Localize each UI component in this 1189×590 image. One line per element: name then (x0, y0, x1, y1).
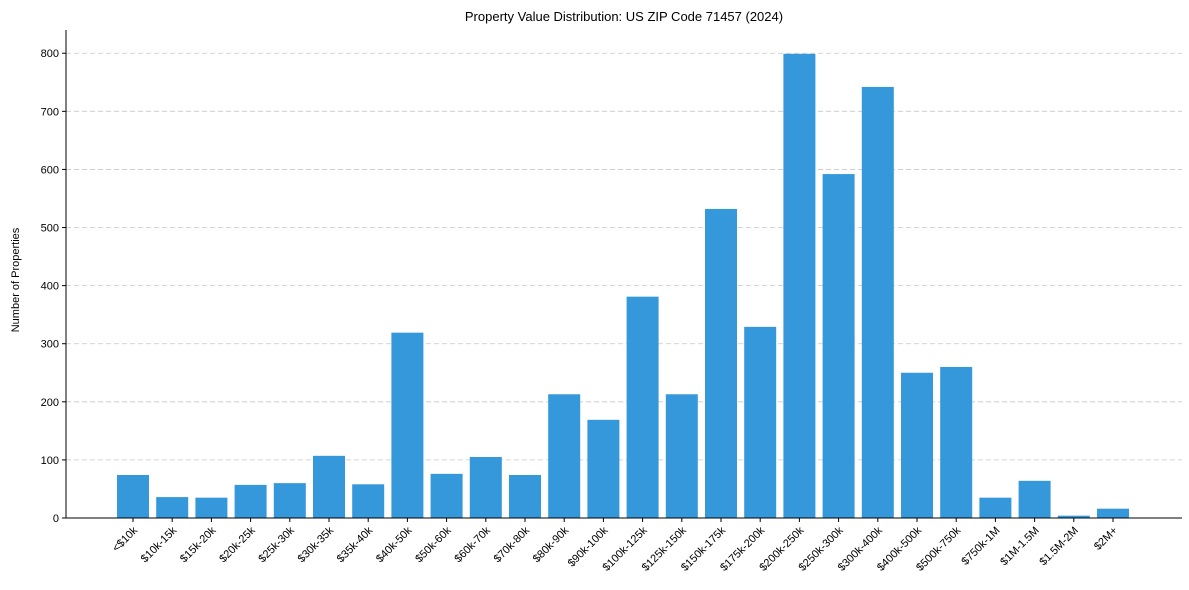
x-tick-label: $15k-20k (178, 524, 219, 565)
x-tick-label: $1.5M-2M (1037, 525, 1081, 569)
bar (783, 53, 816, 519)
y-tick-label: 700 (41, 106, 59, 118)
bar (705, 208, 737, 518)
bar (430, 473, 463, 518)
bar (940, 366, 973, 518)
bars (117, 53, 1129, 519)
y-axis-ticks: 0 100 200 300 400 500 600 700 800 (41, 48, 66, 525)
y-tick-label: 300 (41, 339, 59, 351)
x-tick-label: $40k-50k (374, 524, 415, 565)
x-axis-ticks: <$10k$10k-15k$15k-20k$20k-25k$25k-30k$30… (110, 518, 1120, 574)
bar (979, 497, 1012, 518)
x-tick-label: $35k-40k (335, 524, 376, 565)
x-tick-label: $25k-30k (256, 524, 297, 565)
y-tick-label: 200 (41, 397, 59, 409)
bar (391, 332, 424, 518)
bar (469, 457, 502, 518)
bar (548, 394, 581, 518)
bar (1018, 480, 1051, 518)
bar (744, 326, 777, 518)
x-tick-label: $30k-35k (296, 524, 337, 565)
y-axis-label: Number of Properties (10, 227, 22, 332)
y-tick-label: 500 (41, 223, 59, 235)
x-tick-label: $80k-90k (531, 524, 572, 565)
bar (273, 483, 306, 518)
x-tick-label: $20k-25k (217, 524, 258, 565)
x-tick-label: $10k-15k (139, 524, 180, 565)
x-tick-label: $70k-80k (492, 524, 533, 565)
chart-title: Property Value Distribution: US ZIP Code… (465, 9, 783, 24)
bar (901, 372, 933, 518)
bar (861, 86, 894, 518)
bar (587, 419, 620, 518)
x-tick-label: $1M-1.5M (998, 525, 1042, 569)
x-tick-label: $2M+ (1092, 525, 1120, 553)
bar (195, 497, 228, 518)
x-tick-label: $50k-60k (413, 524, 454, 565)
bar (156, 497, 189, 518)
y-tick-label: 600 (41, 164, 59, 176)
x-tick-label: $60k-70k (452, 524, 493, 565)
x-tick-label: $750k-1M (959, 525, 1002, 568)
y-tick-label: 0 (53, 513, 59, 525)
bar (117, 475, 149, 518)
bar (509, 475, 541, 518)
bar (1097, 508, 1129, 518)
bar (665, 394, 698, 518)
x-tick-label: <$10k (110, 524, 140, 554)
bar (352, 484, 385, 518)
bar (1057, 515, 1090, 518)
y-tick-label: 800 (41, 48, 59, 60)
y-tick-label: 400 (41, 281, 59, 293)
y-tick-label: 100 (41, 455, 59, 467)
bar (626, 296, 659, 518)
bar (313, 455, 345, 518)
grid-lines (66, 52, 1182, 461)
bar (822, 174, 855, 519)
bar (234, 484, 267, 518)
